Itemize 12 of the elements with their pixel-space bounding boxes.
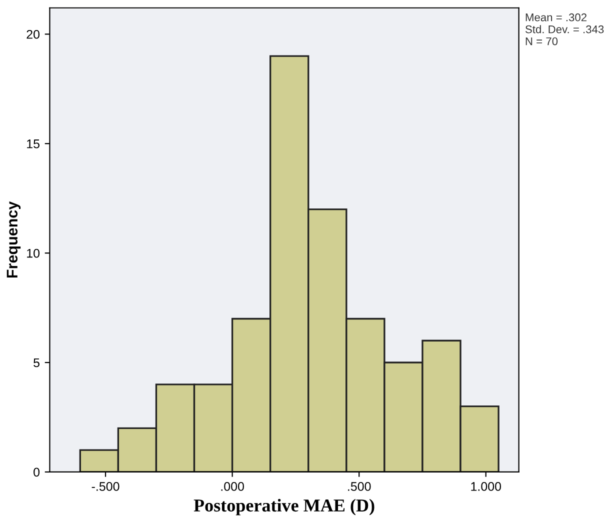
text: Mean = .302 Std. Dev. = .343 N = 70: [525, 13, 604, 46]
x-tick-label: -.500: [92, 482, 120, 491]
y-tick-label: 10: [27, 248, 40, 258]
y-tick-label: 5: [34, 358, 40, 368]
x-tick-label: 1.000: [471, 482, 502, 491]
x-tick-label: .500: [348, 482, 371, 491]
x-axis-title: Postoperative MAE (D): [194, 498, 374, 516]
y-tick-label: 0: [34, 468, 40, 477]
y-tick-label: 20: [26, 30, 40, 39]
y-axis-title: Frequency: [6, 201, 21, 278]
y-tick-label: 15: [27, 140, 40, 148]
x-tick-label: .000: [221, 482, 244, 491]
